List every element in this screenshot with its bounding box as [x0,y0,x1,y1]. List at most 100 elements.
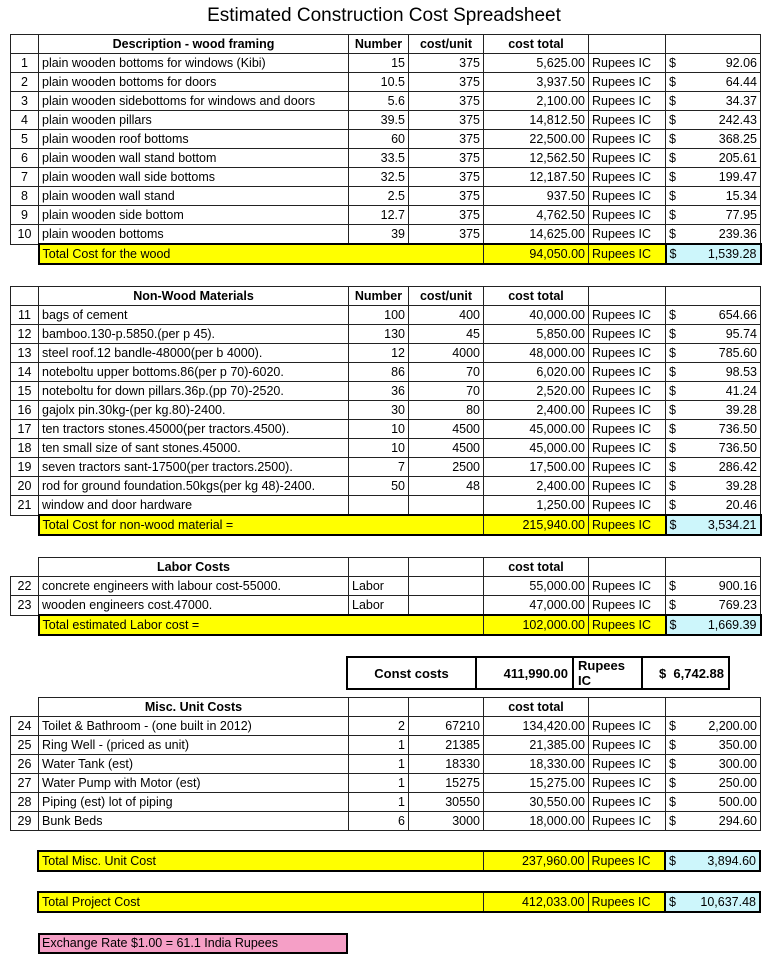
row-number: 12 [10,324,39,344]
usd-amount: 736.50 [718,441,757,455]
total-currency: Rupees IC [587,891,666,913]
row-usd: $900.16 [665,576,761,596]
row-cost-unit: 375 [408,148,484,168]
table-row: 27 Water Pump with Motor (est) 1 15275 15,27… [10,773,761,793]
row-cost-total: 937.50 [483,186,589,206]
dollar-sign: $ [669,56,676,70]
row-cost-total: 134,420.00 [483,716,589,736]
row-cost-unit: 375 [408,129,484,149]
row-currency: Rupees IC [588,224,666,245]
row-description: noteboltu for down pillars.36p.(pp 70)-2… [38,381,349,401]
row-currency: Rupees IC [588,438,666,458]
usd-amount: 77.95 [725,208,757,222]
row-cost-unit: 2500 [408,457,484,477]
usd-amount: 34.37 [725,94,757,108]
table-row: 9 plain wooden side bottom 12.7 375 4,762.50… [10,205,761,225]
row-number-qty: 10.5 [348,72,409,92]
row-cost-unit: 375 [408,224,484,245]
row-description: plain wooden side bottom [38,205,349,225]
dollar-sign: $ [669,598,676,612]
row-currency: Rupees IC [588,305,666,325]
row-usd: $34.37 [665,91,761,111]
dollar-sign: $ [669,422,676,436]
row-number: 9 [10,205,39,225]
dollar-sign: $ [669,75,676,89]
table-row: 19 seven tractors sant-17500(per tractors… [10,457,761,477]
row-cost-total: 22,500.00 [483,129,589,149]
dollar-sign: $ [669,479,676,493]
dollar-sign: $ [669,518,677,532]
row-description: seven tractors sant-17500(per tractors.2… [38,457,349,477]
row-cost-unit: 21385 [408,735,484,755]
row-usd: $15.34 [665,186,761,206]
row-number: 7 [10,167,39,187]
usd-amount: 294.60 [718,814,757,828]
table-row: 21 window and door hardware 1,250.00 Rupees… [10,495,761,516]
row-number-qty: 5.6 [348,91,409,111]
row-usd: $77.95 [665,205,761,225]
row-cost-total: 18,330.00 [483,754,589,774]
const-costs-rupees: 411,990.00 [475,656,574,690]
header-cost-total: cost total [483,286,589,306]
row-currency: Rupees IC [588,324,666,344]
section-heading: Misc. Unit Costs [38,697,349,717]
row-description: plain wooden bottoms [38,224,349,245]
header-row: Misc. Unit Costs cost total [11,697,761,717]
row-number: 26 [10,754,39,774]
row-cost-unit: 80 [408,400,484,420]
row-usd: $98.53 [665,362,761,382]
row-cost-unit: 3000 [408,811,484,831]
dollar-sign: $ [669,327,676,341]
row-description: ten small size of sant stones.45000. [38,438,349,458]
usd-value: $10,637.48 [669,895,756,909]
row-cost-unit: 375 [408,72,484,92]
usd-value: $242.43 [669,113,757,127]
total-currency: Rupees IC [587,850,666,872]
table-row: 11 bags of cement 100 400 40,000.00 Rupees IC… [10,305,761,325]
row-cost-total: 17,500.00 [483,457,589,477]
row-usd: $92.06 [665,53,761,73]
row-usd: $736.50 [665,438,761,458]
row-number-qty: 7 [348,457,409,477]
header-cost-unit: cost/unit [408,34,484,54]
project-total-row: Total Project Cost 412,033.00 Rupees IC $10… [10,891,761,913]
table-row: 12 bamboo.130-p.5850.(per p 45). 130 45 5,85… [10,324,761,344]
usd-value: $736.50 [669,422,757,436]
row-cost-unit: 375 [408,186,484,206]
total-rupees: 102,000.00 [483,614,589,636]
total-usd: $1,669.39 [664,614,762,636]
row-cost-total: 5,625.00 [483,53,589,73]
table-row: 17 ten tractors stones.45000(per tractors… [10,419,761,439]
row-usd: $242.43 [665,110,761,130]
header-blank [588,286,666,306]
row-cost-unit: 30550 [408,792,484,812]
usd-amount: 64.44 [725,75,757,89]
usd-value: $205.61 [669,151,757,165]
total-usd: $3,894.60 [664,850,761,872]
total-usd: $10,637.48 [664,891,761,913]
row-number: 11 [10,305,39,325]
total-usd: $1,539.28 [664,243,762,265]
row-description: Piping (est) lot of piping [38,792,349,812]
usd-value: $3,534.21 [670,518,757,532]
table-row: 15 noteboltu for down pillars.36p.(pp 70)… [10,381,761,401]
row-number-qty: 39 [348,224,409,245]
table-row: 20 rod for ground foundation.50kgs(per kg… [10,476,761,496]
total-rupees: 412,033.00 [482,891,589,913]
header-blank [10,34,39,54]
table-row: 24 Toilet & Bathroom - (one built in 2012… [10,716,761,736]
labor-table: Labor Costs cost total 22 concrete engineer… [10,557,762,636]
row-usd: $769.23 [665,595,761,616]
header-number: Number [348,34,409,54]
row-number: 25 [10,735,39,755]
usd-value: $2,200.00 [669,719,757,733]
row-description: ten tractors stones.45000(per tractors.4… [38,419,349,439]
dollar-sign: $ [669,247,677,261]
row-cost-unit: 400 [408,305,484,325]
row-number: 5 [10,129,39,149]
usd-amount: 2,200.00 [708,719,757,733]
table-row: 16 gajolx pin.30kg-(per kg.80)-2400. 30 80 2… [10,400,761,420]
row-number: 14 [10,362,39,382]
row-number-qty: 12 [348,343,409,363]
row-cost-total: 2,400.00 [483,476,589,496]
